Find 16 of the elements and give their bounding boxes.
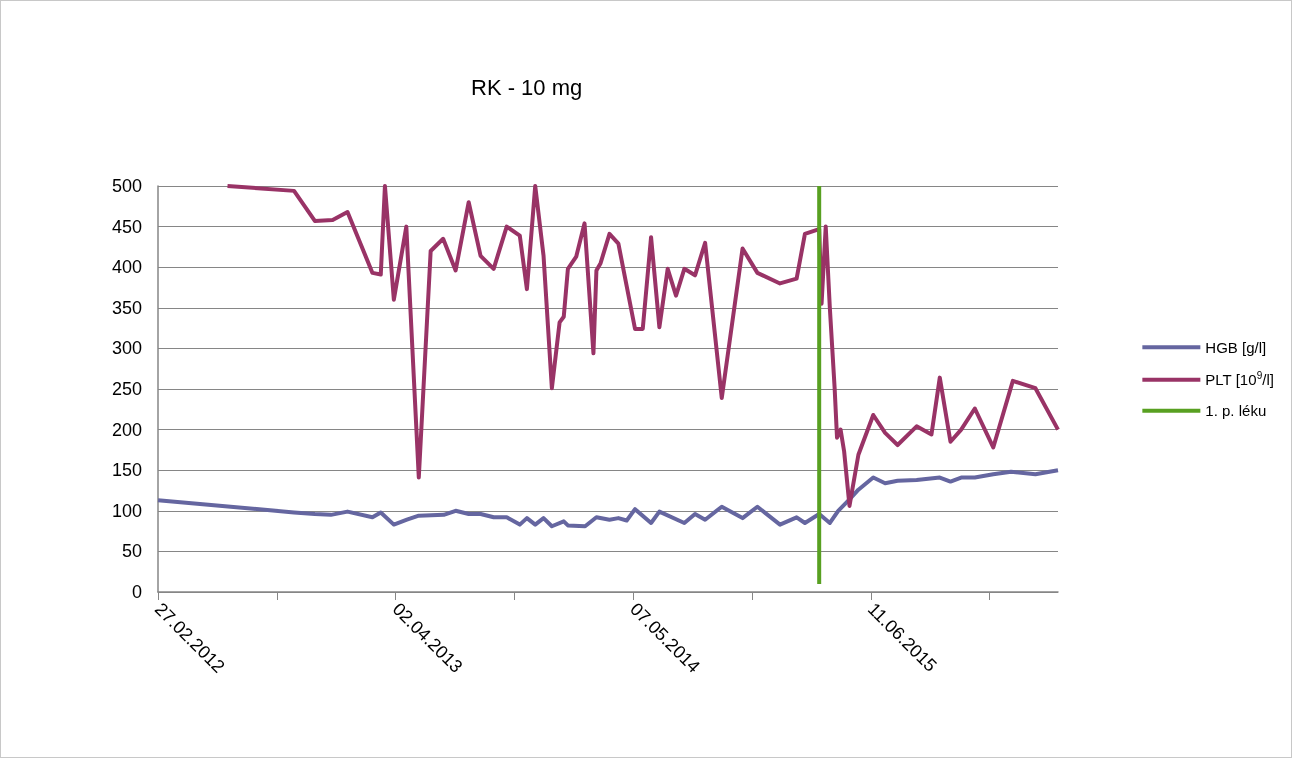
y-tick-label: 0 [131, 582, 142, 602]
y-tick-label: 50 [121, 541, 142, 562]
line-series [156, 468, 1060, 529]
y-tick-label: 200 [111, 419, 142, 440]
y-tick-label: 100 [111, 500, 142, 521]
y-tick-label: 350 [111, 297, 142, 318]
chart-title: RK - 10 mg [471, 74, 583, 100]
line-series [225, 184, 1060, 508]
y-tick-label: 450 [111, 216, 142, 237]
y-tick-label: 500 [111, 176, 142, 196]
y-tick-label: 150 [111, 460, 142, 481]
y-tick-label: 250 [111, 379, 142, 399]
y-tick-label: 300 [111, 338, 142, 359]
y-tick-label: 400 [111, 257, 142, 278]
legend-label: 1. p. léku [1205, 402, 1267, 420]
legend-label: HGB [g/l] [1205, 338, 1267, 356]
